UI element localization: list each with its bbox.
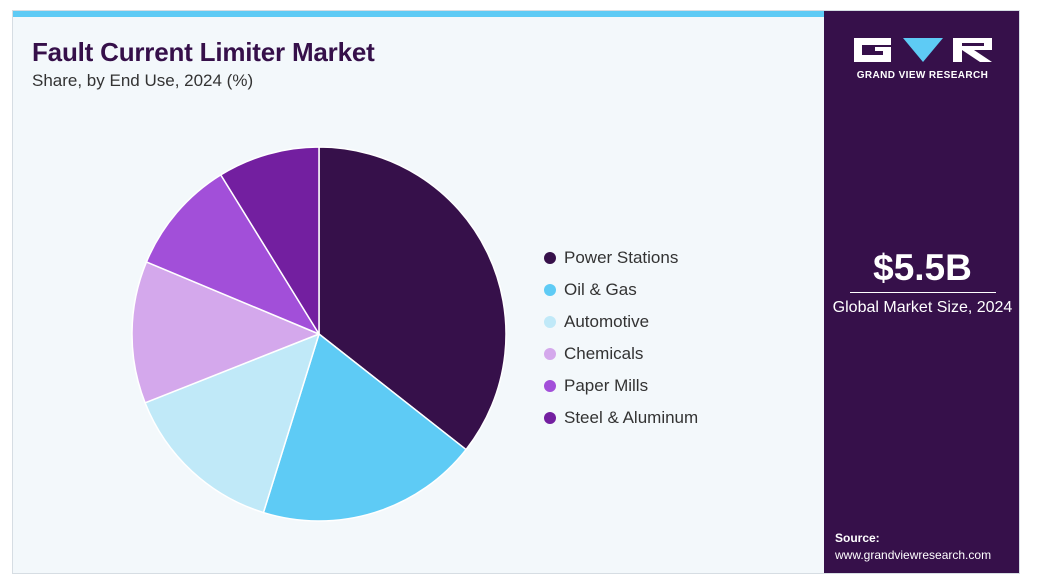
legend-label: Chemicals <box>564 344 644 363</box>
legend-dot-icon <box>544 380 556 392</box>
legend-item-automotive: Automotive <box>544 306 698 338</box>
legend-dot-icon <box>544 316 556 328</box>
legend-dot-icon <box>544 348 556 360</box>
market-size-value: $5.5B <box>873 247 972 288</box>
chart-legend: Power Stations Oil & Gas Automotive Chemica… <box>544 242 698 434</box>
legend-dot-icon <box>544 412 556 424</box>
chart-card: Fault Current Limiter Market Share, by E… <box>12 10 1020 574</box>
pie-slice-power-stations <box>318 146 507 451</box>
chart-title: Fault Current Limiter Market <box>32 37 375 67</box>
pie-chart <box>131 146 507 522</box>
legend-item-oil-gas: Oil & Gas <box>544 274 698 306</box>
legend-item-paper-mills: Paper Mills <box>544 370 698 402</box>
legend-label: Steel & Aluminum <box>564 408 699 427</box>
legend-dot-icon <box>544 284 556 296</box>
legend-label: Power Stations <box>564 248 679 267</box>
accent-bar <box>13 11 824 17</box>
pie-slice-chemicals <box>131 261 320 404</box>
chart-subtitle: Share, by End Use, 2024 (%) <box>32 71 254 90</box>
logo-text: GRAND VIEW RESEARCH <box>856 70 989 81</box>
source-note: Source: www.grandviewresearch.com <box>835 530 991 564</box>
legend-label: Paper Mills <box>564 376 649 395</box>
grand-view-research-logo-icon <box>854 38 992 62</box>
legend-dot-icon <box>544 252 556 264</box>
legend-item-chemicals: Chemicals <box>544 338 698 370</box>
legend-label: Automotive <box>564 312 650 331</box>
legend-item-power-stations: Power Stations <box>544 242 698 274</box>
pie-slice-automotive <box>144 333 320 514</box>
source-url: www.grandviewresearch.com <box>835 548 992 562</box>
pie-slice-oil-gas <box>262 333 467 522</box>
divider <box>850 292 996 293</box>
info-panel: GRAND VIEW RESEARCH $5.5B Global Market … <box>824 11 1019 573</box>
pie-slice-paper-mills <box>145 174 320 335</box>
source-label: Source: <box>835 531 880 545</box>
market-size-label: Global Market Size, 2024 <box>832 299 1013 316</box>
legend-item-steel-aluminum: Steel & Aluminum <box>544 402 698 434</box>
legend-label: Oil & Gas <box>564 280 637 299</box>
pie-slice-steel-aluminum <box>220 146 320 335</box>
